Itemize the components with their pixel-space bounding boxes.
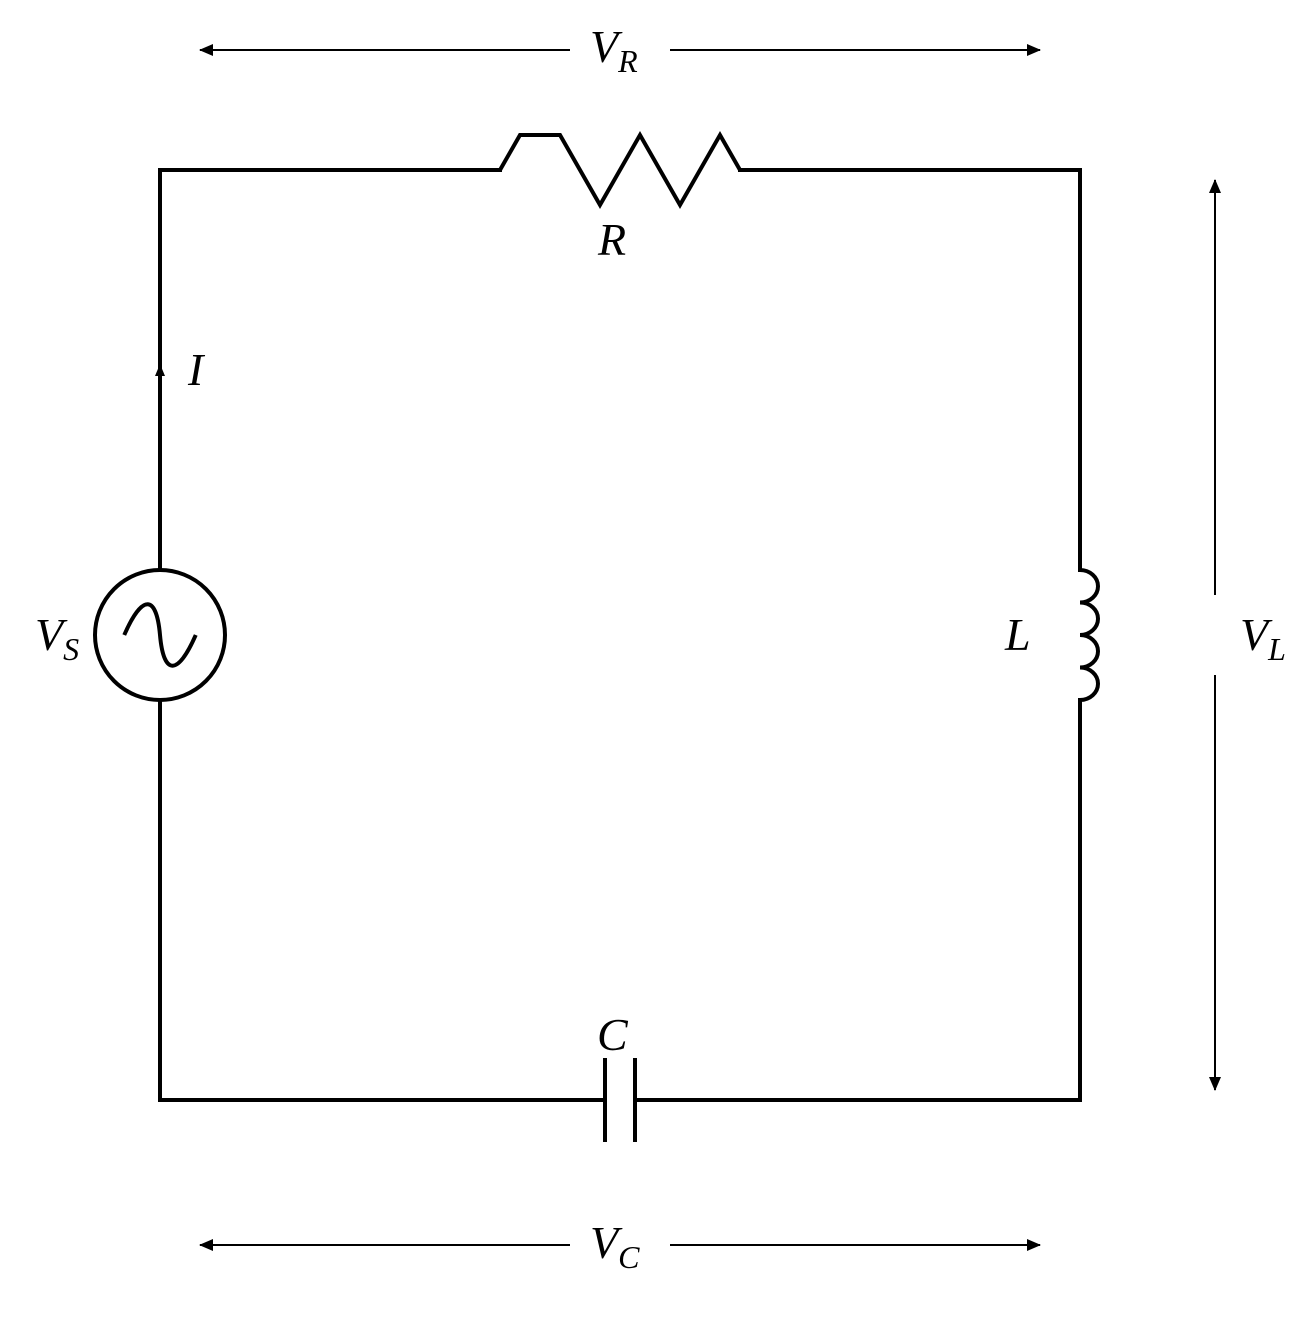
label-l: L (1004, 609, 1031, 660)
label-vl: VL (1240, 609, 1286, 667)
label-c: C (597, 1009, 629, 1060)
label-r: R (597, 214, 626, 265)
source-sine-icon (124, 604, 196, 665)
label-vr: VR (590, 21, 638, 79)
inductor (1080, 570, 1098, 700)
label-vs: VS (35, 609, 79, 667)
label-i: I (187, 344, 206, 395)
capacitor (603, 1060, 637, 1140)
rlc-circuit-diagram: VS I R L C VR VC VL (0, 0, 1308, 1342)
label-vc: VC (590, 1217, 640, 1275)
resistor (500, 135, 740, 205)
